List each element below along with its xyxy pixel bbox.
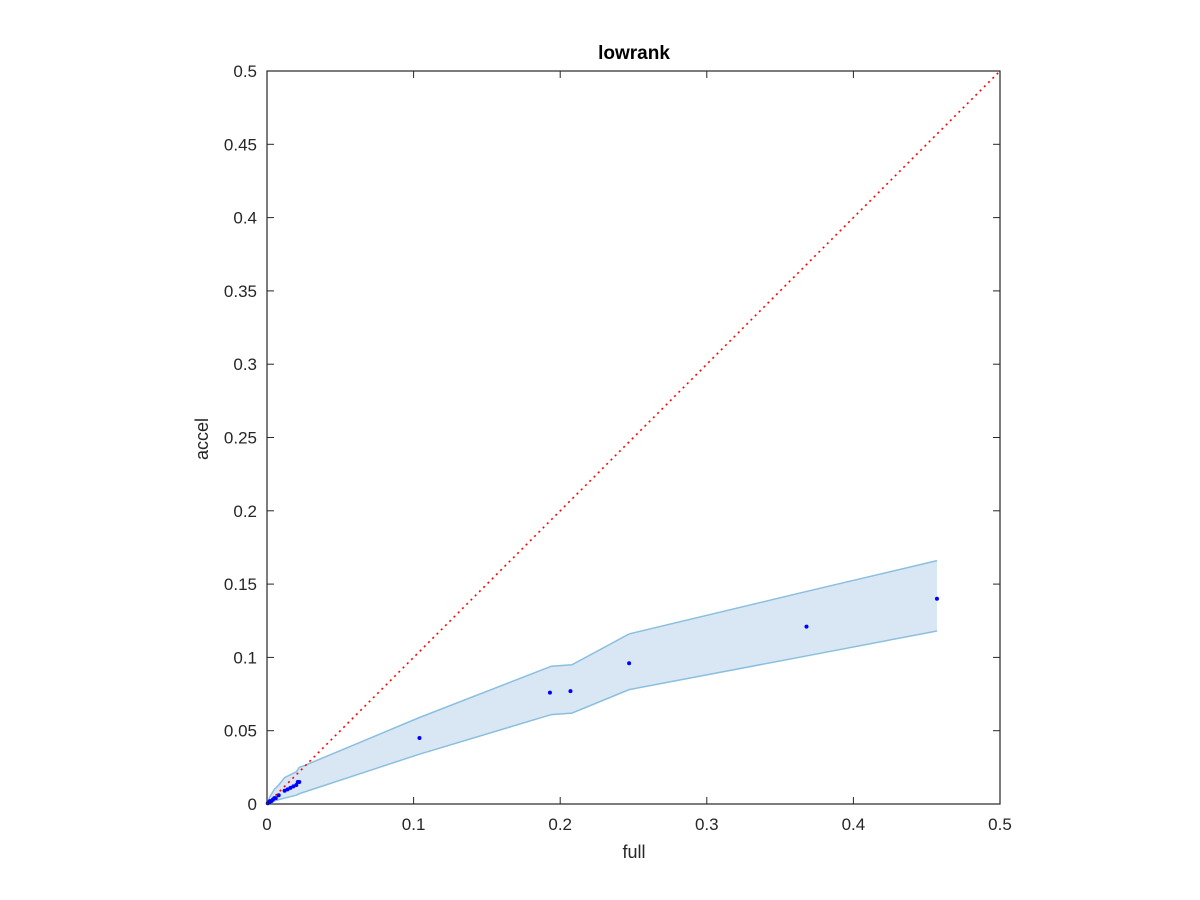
y-tick-label: 0 [248,795,257,814]
y-tick-label: 0.25 [224,429,257,448]
data-point [276,793,281,798]
y-tick-label: 0.45 [224,135,257,154]
y-tick-label: 0.35 [224,282,257,301]
data-point [934,596,939,601]
y-tick-label: 0.2 [233,502,257,521]
data-point [627,661,632,666]
x-axis-label: full [622,842,645,862]
data-point [568,689,573,694]
x-tick-label: 0.3 [695,815,719,834]
data-point [297,780,302,785]
y-tick-label: 0.5 [233,62,257,81]
plot-area: 0 0.1 0.2 0.3 0.4 0.5 0 0.05 0.1 0.15 0.2 0.25 0.3 0.… [224,62,1012,834]
x-tick-label: 0.1 [402,815,426,834]
data-point [547,690,552,695]
data-point [804,624,809,629]
confidence-band [267,560,937,804]
y-tick-label: 0.15 [224,575,257,594]
data-point [273,796,278,801]
x-tick-label: 0.5 [988,815,1012,834]
x-tick-label: 0 [262,815,271,834]
data-point [417,736,422,741]
y-tick-label: 0.1 [233,648,257,667]
band-lower-edge [266,630,938,805]
y-tick-label: 0.3 [233,355,257,374]
x-tick-label: 0.2 [548,815,572,834]
chart-title: lowrank [598,43,670,64]
y-axis-label: accel [192,418,212,460]
y-tick-label: 0.4 [233,209,257,228]
band-upper-edge [266,559,938,805]
x-tick-label: 0.4 [842,815,866,834]
y-tick-label: 0.05 [224,722,257,741]
